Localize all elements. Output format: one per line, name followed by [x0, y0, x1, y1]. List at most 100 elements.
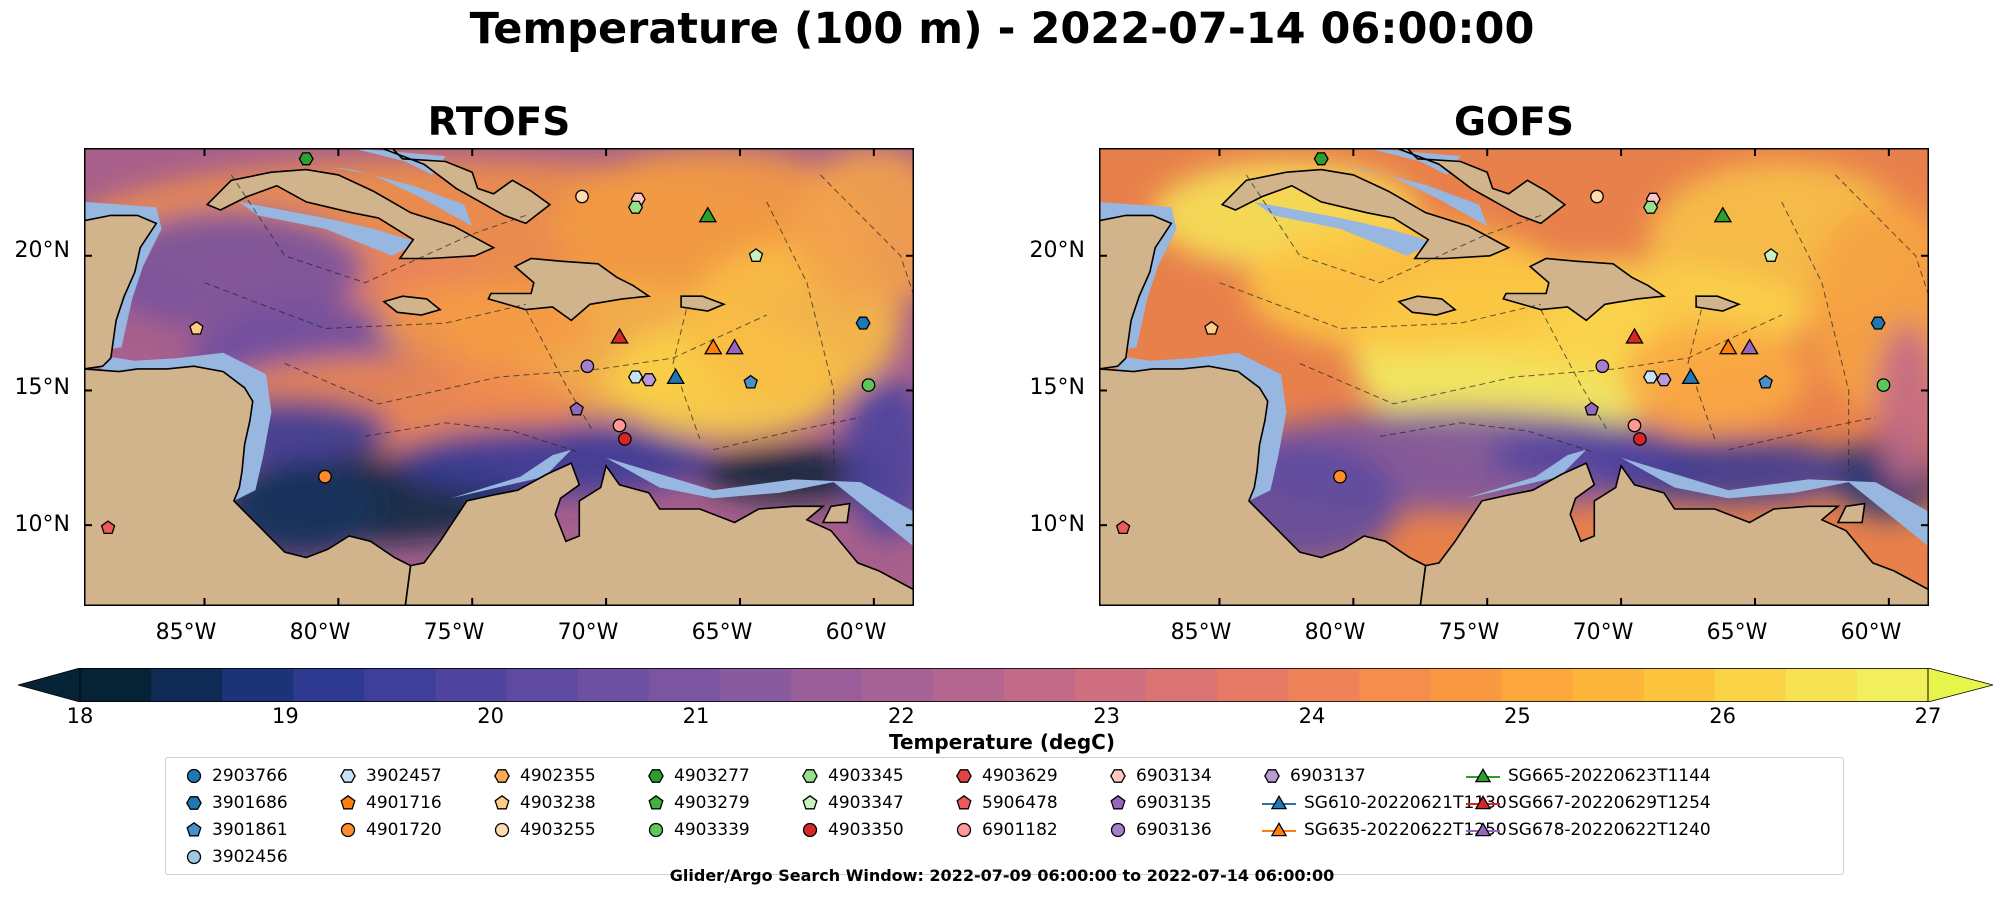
legend-item: 4903277	[646, 764, 750, 788]
legend-item: 6901182	[954, 818, 1058, 842]
legend-item: 4903345	[800, 764, 904, 788]
marker-4903277	[1313, 152, 1329, 166]
land-trinidad	[821, 502, 851, 524]
legend-marker-4901720	[340, 822, 356, 838]
land-cuba	[205, 168, 496, 260]
land-puerto-rico	[680, 295, 727, 312]
legend-label: 3902456	[212, 847, 288, 867]
marker-6903135	[1584, 401, 1599, 416]
legend-label: SG667-20220629T1254	[1508, 793, 1711, 813]
legend-label: 4901716	[366, 793, 442, 813]
eez-boundary	[713, 416, 861, 451]
legend-item: 4903347	[800, 791, 904, 815]
legend: 2903766 3901686 3901861 3902456 3902457 49017…	[165, 757, 1844, 875]
legend-marker-sg667-20220629t1254	[1474, 794, 1492, 810]
legend-marker-sg610-20220621t1130	[1270, 794, 1288, 810]
marker-4903345	[627, 200, 644, 214]
colorbar-bin	[151, 668, 223, 702]
lat-tick-20n-left: 20°N	[14, 238, 70, 263]
legend-item: 6903136	[1108, 818, 1212, 842]
colorbar-tick-label: 27	[1914, 704, 1942, 728]
legend-label: 3902457	[366, 766, 442, 786]
legend-item: 2903766	[184, 764, 288, 788]
colorbar-bin	[1075, 668, 1147, 702]
legend-marker-6901182	[956, 822, 972, 838]
legend-label: 4903629	[982, 766, 1058, 786]
marker-4903350	[617, 432, 632, 446]
marker-sg610-20220621t1130	[666, 367, 685, 385]
colorbar-tick-label: 19	[271, 704, 299, 728]
eez-boundary	[230, 174, 526, 284]
legend-item: 3902457	[338, 764, 442, 788]
eez-boundary	[1781, 201, 1850, 472]
lon-tick-80w-left: 80°W	[289, 620, 351, 645]
legend-marker-4903277	[648, 769, 664, 783]
legend-label: 4903347	[828, 793, 904, 813]
legend-label: 4903277	[674, 766, 750, 786]
marker-4901720	[1333, 469, 1347, 484]
marker-6903137	[1656, 373, 1672, 387]
legend-item: 4903255	[492, 818, 596, 842]
lat-tick-20n-right: 20°N	[1029, 238, 1085, 263]
colorbar-bin	[506, 668, 579, 702]
land-honduras	[1099, 365, 1427, 606]
legend-marker-4903255	[494, 822, 510, 838]
lon-tick-70w-right: 70°W	[1572, 620, 1634, 645]
colorbar-tick-label: 18	[66, 704, 94, 728]
legend-label: 4901720	[366, 820, 442, 840]
colorbar-tick-label: 21	[682, 704, 710, 728]
marker-sg665-20220623t1144	[698, 206, 718, 223]
shelf-area	[1366, 148, 1461, 175]
lon-tick-80w-right: 80°W	[1304, 620, 1366, 645]
legend-item: 4903279	[646, 791, 750, 815]
eez-boundary	[1834, 174, 1929, 297]
legend-item: 6903134	[1108, 764, 1212, 788]
legend-marker-6903135	[1110, 794, 1126, 810]
legend-item: 4902355	[492, 764, 596, 788]
land-south-america	[404, 462, 914, 606]
marker-sg667-20220629t1254	[1625, 327, 1644, 344]
marker-4903238	[189, 320, 204, 335]
marker-sg678-20220622t1240	[725, 338, 744, 355]
legend-marker-6903136	[1110, 822, 1126, 838]
marker-6903136	[580, 359, 595, 374]
legend-marker-4903350	[802, 822, 818, 838]
legend-marker-6903137	[1264, 769, 1280, 783]
shelf-area	[351, 148, 446, 175]
marker-4903339	[861, 378, 876, 392]
eez-boundary	[1299, 314, 1782, 405]
land-hispaniola	[1502, 257, 1667, 322]
marker-3902457	[1642, 370, 1659, 384]
legend-label: 3901686	[212, 793, 288, 813]
colorbar-bin	[1430, 668, 1503, 702]
marker-6903137	[641, 373, 657, 387]
land-yucatan	[84, 214, 158, 370]
legend-marker-sg635-20220622t1250	[1270, 821, 1288, 837]
legend-marker-6903134	[1110, 769, 1126, 783]
eez-boundary	[672, 309, 701, 440]
legend-item: SG635-20220622T1250	[1262, 818, 1507, 842]
figure-title: Temperature (100 m) - 2022-07-14 06:00:0…	[469, 4, 1535, 54]
marker-4903277	[298, 152, 314, 166]
colorbar-bin	[1643, 668, 1716, 702]
lon-tick-65w-right: 65°W	[1706, 620, 1768, 645]
legend-label: 4903339	[674, 820, 750, 840]
marker-sg635-20220622t1250	[1718, 338, 1738, 355]
colorbar-tick-label: 26	[1709, 704, 1737, 728]
legend-label: SG678-20220622T1240	[1508, 820, 1711, 840]
lon-tick-60w-right: 60°W	[1840, 620, 1902, 645]
colorbar-bin	[1785, 668, 1858, 702]
colorbar-outline	[79, 668, 1929, 702]
colorbar-tick-label: 22	[887, 704, 915, 728]
marker-sg610-20220621t1130	[1681, 367, 1700, 385]
legend-marker-4903279	[648, 794, 664, 810]
marker-4903350	[1632, 432, 1647, 446]
land-cuba	[1220, 168, 1511, 260]
lat-tick-15n-right: 15°N	[1029, 375, 1085, 400]
legend-item: 3901861	[184, 818, 288, 842]
colorbar-tick-label: 24	[1298, 704, 1326, 728]
panel-title-rtofs: RTOFS	[427, 100, 571, 145]
marker-3902457	[627, 370, 644, 384]
eez-boundary	[819, 174, 914, 297]
legend-marker-4903347	[802, 794, 818, 810]
